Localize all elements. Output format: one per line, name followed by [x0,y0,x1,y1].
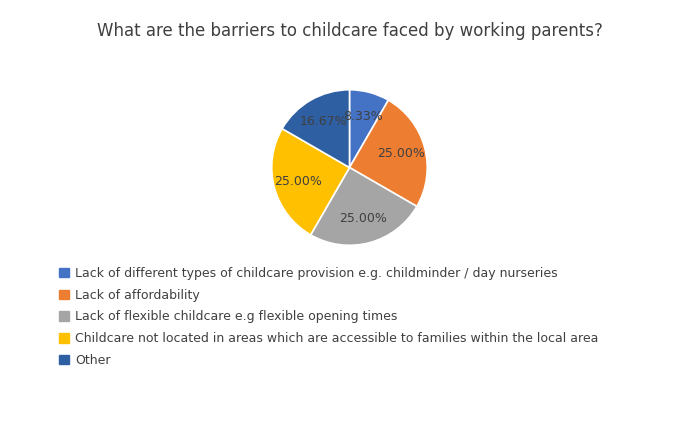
Text: What are the barriers to childcare faced by working parents?: What are the barriers to childcare faced… [96,22,603,40]
Wedge shape [310,167,417,245]
Text: 8.33%: 8.33% [343,110,383,123]
Wedge shape [282,90,350,167]
Text: 16.67%: 16.67% [299,115,347,128]
Wedge shape [350,100,427,206]
Text: 25.00%: 25.00% [377,148,424,160]
Text: 25.00%: 25.00% [339,212,387,225]
Text: 25.00%: 25.00% [275,175,322,188]
Legend: Lack of different types of childcare provision e.g. childminder / day nurseries,: Lack of different types of childcare pro… [55,263,603,371]
Wedge shape [272,128,350,235]
Wedge shape [350,90,389,167]
